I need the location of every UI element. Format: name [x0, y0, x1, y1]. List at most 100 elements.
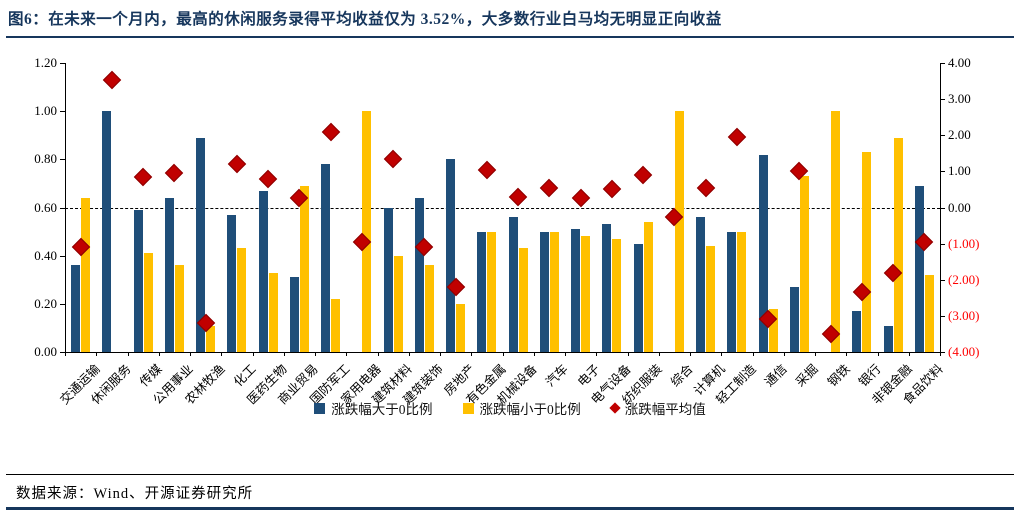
- y-axis-right-label: 1.00: [948, 163, 971, 179]
- bar-negative-ratio: [143, 253, 153, 352]
- y-axis-right-tick: [940, 63, 945, 64]
- bar-positive-ratio: [196, 137, 206, 352]
- y-axis-right-tick: [940, 279, 945, 281]
- y-axis-left-tick: [60, 63, 65, 64]
- y-axis-right-label: (2.00): [948, 271, 980, 287]
- x-axis-tick: [846, 352, 848, 356]
- y-axis-right-label: 2.00: [948, 127, 971, 143]
- x-axis-tick: [502, 352, 504, 356]
- x-axis-tick: [690, 352, 691, 356]
- avg-value-diamond: [321, 122, 340, 141]
- y-axis-left-tick: [60, 159, 65, 161]
- y-axis-left-label: 0.00: [34, 344, 57, 359]
- bar-positive-ratio: [383, 207, 393, 352]
- bar-positive-ratio: [102, 111, 112, 352]
- y-axis-right-label: (1.00): [948, 235, 980, 251]
- bar-positive-ratio: [883, 325, 893, 352]
- bar-positive-ratio: [727, 231, 737, 352]
- y-axis-left-tick: [60, 255, 65, 257]
- bar-negative-ratio: [643, 221, 653, 352]
- x-axis-tick: [752, 352, 754, 356]
- legend-square-icon: [462, 402, 474, 414]
- x-axis-tick: [96, 352, 98, 356]
- bottom-border: [6, 507, 1014, 510]
- chart-legend: 涨跌幅大于0比例 涨跌幅小于0比例 涨跌幅平均值: [0, 398, 1020, 418]
- avg-value-diamond: [477, 160, 497, 179]
- x-axis-tick: [565, 352, 566, 356]
- bar-negative-ratio: [487, 231, 497, 352]
- bar-positive-ratio: [71, 265, 81, 352]
- avg-value-diamond: [633, 165, 653, 185]
- x-axis-tick: [908, 352, 910, 356]
- x-category-label: 通信: [762, 361, 790, 390]
- bar-negative-ratio: [456, 303, 466, 352]
- bar-negative-ratio: [581, 236, 591, 352]
- x-axis-tick: [408, 352, 410, 356]
- avg-value-diamond: [133, 167, 153, 186]
- bar-negative-ratio: [799, 176, 809, 352]
- title-underline: [6, 36, 1014, 38]
- bar-positive-ratio: [852, 311, 862, 352]
- x-axis-tick: [158, 352, 160, 356]
- avg-value-diamond: [383, 149, 403, 168]
- y-axis-right-tick: [940, 352, 945, 353]
- y-axis-right-label: 0.00: [948, 199, 971, 215]
- bar-positive-ratio: [164, 197, 174, 352]
- bar-negative-ratio: [424, 265, 434, 352]
- bar-negative-ratio: [862, 152, 872, 352]
- bar-positive-ratio: [914, 185, 924, 352]
- bar-positive-ratio: [571, 229, 581, 352]
- bar-negative-ratio: [549, 231, 559, 352]
- bar-positive-ratio: [477, 231, 487, 352]
- avg-value-diamond: [696, 178, 715, 197]
- y-axis-left-label: 0.40: [34, 247, 57, 263]
- avg-value-diamond: [165, 163, 184, 183]
- bar-negative-ratio: [674, 111, 684, 352]
- bar-negative-ratio: [768, 308, 778, 352]
- x-axis-tick: [346, 352, 348, 356]
- y-axis-right-tick: [940, 99, 945, 101]
- bar-negative-ratio: [893, 137, 903, 352]
- x-category-label: 钢铁: [824, 361, 853, 390]
- bar-negative-ratio: [612, 238, 622, 352]
- bar-positive-ratio: [227, 214, 237, 352]
- y-axis-left-label: 0.20: [34, 295, 57, 311]
- avg-value-diamond: [727, 127, 747, 147]
- y-axis-right-tick: [940, 171, 945, 173]
- bar-negative-ratio: [237, 248, 247, 352]
- legend-label: 涨跌幅平均值: [624, 402, 706, 417]
- legend-diamond-icon: [609, 402, 621, 414]
- y-axis-right-tick: [940, 207, 945, 209]
- bar-negative-ratio: [206, 325, 216, 352]
- y-axis-left-tick: [60, 303, 65, 305]
- bar-negative-ratio: [831, 111, 841, 352]
- bar-negative-ratio: [331, 299, 341, 352]
- x-axis-tick: [221, 352, 223, 356]
- bar-positive-ratio: [696, 217, 706, 352]
- y-axis-right-label: (3.00): [948, 307, 980, 323]
- y-axis-left: [65, 63, 66, 352]
- legend-label: 涨跌幅小于0比例: [479, 402, 581, 417]
- bar-positive-ratio: [789, 286, 799, 352]
- bar-positive-ratio: [508, 217, 518, 352]
- y-axis-right-tick: [940, 315, 945, 317]
- y-axis-right-label: 4.00: [948, 55, 971, 70]
- avg-value-diamond: [602, 180, 622, 199]
- figure-title: 图6：在未来一个月内，最高的休闲服务录得平均收益仅为 3.52%，大多数行业白马…: [8, 11, 722, 28]
- x-axis-tick: [596, 352, 598, 356]
- avg-value-diamond: [102, 71, 122, 90]
- avg-value-diamond: [508, 187, 528, 206]
- footer-divider: [6, 474, 1014, 475]
- y-axis-left-label: 0.80: [34, 151, 57, 167]
- legend-item: 涨跌幅平均值: [609, 398, 706, 418]
- x-axis-tick: [940, 352, 941, 356]
- bar-positive-ratio: [539, 231, 549, 352]
- x-axis-tick: [658, 352, 660, 356]
- x-axis-tick: [815, 352, 816, 356]
- data-source-note: 数据来源：Wind、开源证券研究所: [16, 486, 254, 502]
- x-axis-tick: [377, 352, 379, 356]
- y-axis-left-label: 1.20: [34, 55, 57, 70]
- avg-value-diamond: [227, 154, 247, 174]
- x-axis-tick: [471, 352, 473, 356]
- bar-negative-ratio: [268, 272, 278, 352]
